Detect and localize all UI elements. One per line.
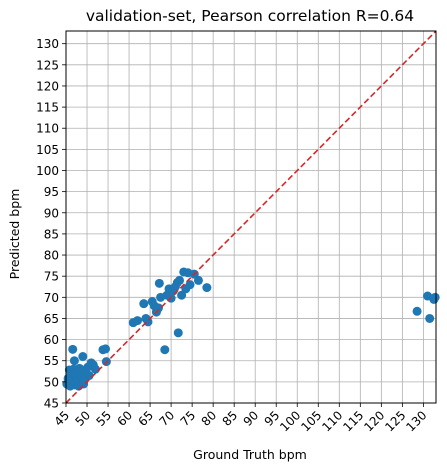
data-point: [425, 313, 435, 323]
data-point: [154, 303, 163, 313]
y-axis-ticks: 45 50 55 60 65 70 75 80 85 90 95 100 105 110 115 120 125…: [36, 37, 66, 411]
y-tick-label: 65: [44, 312, 59, 326]
y-tick-label: 120: [36, 79, 59, 93]
data-point: [177, 290, 187, 300]
y-tick-label: 60: [44, 333, 59, 347]
x-tick-label: 125: [382, 408, 408, 434]
x-tick-label: 105: [298, 408, 324, 434]
chart-title: validation-set, Pearson correlation R=0.…: [86, 7, 414, 25]
y-tick-label: 90: [44, 206, 59, 220]
grid: [65, 31, 436, 404]
data-point: [90, 364, 100, 374]
y-tick-label: 45: [44, 397, 59, 411]
y-tick-label: 75: [44, 270, 59, 284]
data-point: [69, 356, 79, 366]
y-tick-label: 70: [44, 291, 59, 305]
y-tick-label: 85: [44, 227, 59, 241]
y-tick-label: 115: [36, 101, 59, 115]
y-tick-label: 130: [36, 37, 59, 51]
x-tick-label: 85: [220, 408, 241, 429]
x-tick-label: 45: [51, 408, 72, 429]
data-point: [101, 344, 111, 354]
data-point: [185, 280, 195, 290]
y-tick-label: 125: [36, 58, 59, 72]
x-tick-label: 55: [93, 408, 114, 429]
y-tick-label: 50: [44, 375, 59, 389]
data-point: [173, 328, 183, 338]
data-point: [430, 292, 440, 302]
y-tick-label: 100: [36, 164, 59, 178]
data-point: [412, 306, 422, 316]
x-tick-label: 50: [72, 408, 93, 429]
data-point: [139, 299, 149, 309]
x-tick-label: 70: [157, 408, 178, 429]
x-tick-label: 110: [319, 408, 345, 434]
data-point: [132, 316, 142, 326]
data-point: [84, 371, 94, 381]
y-tick-label: 55: [44, 354, 59, 368]
x-tick-label: 100: [277, 408, 303, 434]
x-tick-label: 120: [361, 408, 387, 434]
data-point: [160, 345, 170, 355]
data-point: [143, 317, 153, 327]
x-tick-label: 65: [136, 408, 157, 429]
data-point: [202, 283, 212, 293]
y-tick-label: 80: [44, 249, 59, 263]
x-tick-label: 75: [178, 408, 199, 429]
y-tick-label: 110: [36, 122, 59, 136]
x-tick-label: 90: [241, 408, 262, 429]
axes-frame: [65, 30, 437, 404]
data-points: [62, 267, 440, 391]
x-tick-label: 60: [114, 408, 135, 429]
y-axis-label: Predicted bpm: [7, 189, 22, 280]
data-point: [154, 278, 164, 288]
y-tick-label: 95: [44, 185, 59, 199]
data-point: [193, 275, 203, 285]
x-axis-label: Ground Truth bpm: [193, 447, 307, 462]
x-tick-label: 115: [340, 408, 366, 434]
x-axis-ticks: 45 50 55 60 65 70 75 80 85 90 95100105110115120125…: [51, 403, 430, 434]
y-tick-label: 105: [36, 143, 59, 157]
data-point: [68, 344, 78, 354]
x-tick-label: 80: [199, 408, 220, 429]
data-point: [78, 352, 88, 361]
identity-reference-line: [65, 30, 437, 404]
data-point: [175, 275, 185, 285]
x-tick-label: 130: [403, 408, 429, 434]
